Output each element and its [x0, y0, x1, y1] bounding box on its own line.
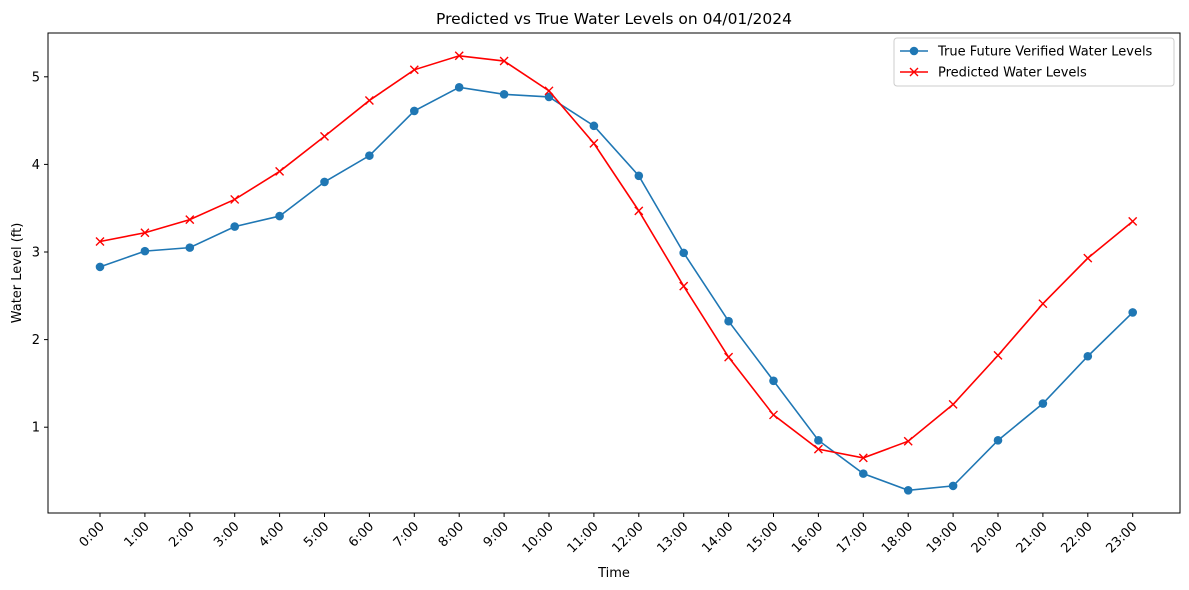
x-axis-label: Time: [597, 566, 630, 581]
data-point: [320, 131, 329, 141]
plot-frame: [47, 32, 1181, 514]
data-point: [544, 92, 554, 102]
data-point: [1038, 399, 1048, 408]
legend: True Future Verified Water Levels Predict…: [893, 37, 1175, 87]
y-tick-label: 4: [32, 158, 40, 173]
x-tick-label: 19:00: [924, 519, 961, 556]
data-point: [769, 410, 778, 420]
x-tick-label: 4:00: [256, 519, 287, 550]
data-point: [589, 121, 599, 131]
data-point: [1038, 299, 1048, 309]
data-point: [454, 51, 464, 61]
x-tick-label: 22:00: [1059, 519, 1096, 556]
y-tick-label: 2: [32, 333, 40, 348]
y-axis-label: Water Level (ft): [10, 223, 25, 324]
data-point: [454, 83, 464, 92]
x-tick-label: 13:00: [654, 519, 691, 556]
x-tick-label: 18:00: [879, 519, 916, 556]
data-point: [993, 350, 1003, 360]
data-point: [679, 281, 689, 291]
data-point: [1128, 308, 1137, 317]
y-axis: 1 2 3 4 5: [32, 70, 48, 436]
legend-label: True Future Verified Water Levels: [937, 45, 1153, 60]
series-layer: [95, 51, 1138, 495]
x-tick-label: 10:00: [520, 519, 557, 556]
data-point: [410, 106, 419, 116]
data-point: [634, 171, 644, 181]
data-point: [95, 262, 105, 272]
data-point: [993, 436, 1003, 445]
data-point: [769, 376, 778, 386]
data-point: [903, 485, 913, 495]
series-line-1: [99, 54, 1134, 459]
data-point: [1083, 351, 1093, 361]
data-point: [544, 86, 554, 96]
data-point: [724, 352, 734, 362]
data-point: [409, 65, 419, 75]
x-tick-label: 2:00: [166, 519, 197, 550]
data-point: [140, 246, 150, 256]
data-point: [364, 95, 374, 105]
x-tick-label: 8:00: [436, 519, 467, 550]
x-tick-label: 21:00: [1014, 519, 1051, 556]
x-tick-label: 11:00: [565, 519, 602, 556]
x-tick-label: 12:00: [610, 519, 647, 556]
chart-title: Predicted vs True Water Levels on 04/01/…: [436, 10, 792, 28]
data-point: [275, 166, 285, 176]
x-tick-label: 20:00: [969, 519, 1006, 556]
data-point: [634, 206, 644, 216]
y-tick-label: 1: [32, 421, 40, 436]
data-point: [589, 138, 599, 148]
data-point: [1128, 216, 1138, 226]
x-tick-label: 7:00: [391, 519, 422, 550]
x-tick-label: 17:00: [834, 519, 871, 556]
data-point: [365, 151, 374, 160]
x-axis: 0:00 1:00 2:00 3:00 4:00 5:00 6:00 7:00 8:00 9:00…: [77, 513, 1141, 556]
data-point: [499, 90, 509, 99]
data-point: [903, 436, 913, 446]
legend-marker: [909, 46, 919, 56]
x-tick-label: 0:00: [77, 519, 108, 550]
data-point: [320, 177, 329, 187]
legend-marker: [909, 67, 919, 77]
data-point: [813, 444, 823, 454]
data-point: [95, 236, 105, 246]
x-tick-label: 9:00: [481, 519, 512, 550]
data-point: [814, 436, 823, 445]
x-tick-label: 23:00: [1103, 519, 1140, 556]
y-tick-label: 3: [32, 246, 40, 261]
series-line-0: [99, 86, 1134, 492]
data-point: [140, 228, 150, 238]
x-tick-label: 1:00: [121, 519, 152, 550]
x-tick-label: 16:00: [789, 519, 826, 556]
data-point: [275, 211, 284, 221]
x-tick-label: 14:00: [699, 519, 736, 556]
data-point: [185, 215, 195, 225]
data-point: [724, 316, 733, 326]
x-tick-label: 5:00: [301, 519, 332, 550]
legend-label: Predicted Water Levels: [938, 66, 1087, 81]
y-tick-label: 5: [32, 70, 40, 85]
data-point: [230, 222, 239, 231]
data-point: [679, 248, 688, 258]
legend-box: [893, 37, 1175, 87]
data-point: [1083, 253, 1093, 263]
data-point: [499, 56, 509, 66]
data-point: [948, 399, 958, 409]
data-point: [185, 243, 195, 252]
data-point: [858, 453, 868, 463]
x-tick-label: 6:00: [346, 519, 377, 550]
x-tick-label: 3:00: [211, 519, 242, 550]
data-point: [859, 469, 868, 478]
data-point: [230, 194, 240, 204]
x-tick-label: 15:00: [744, 519, 781, 556]
data-point: [948, 481, 958, 491]
